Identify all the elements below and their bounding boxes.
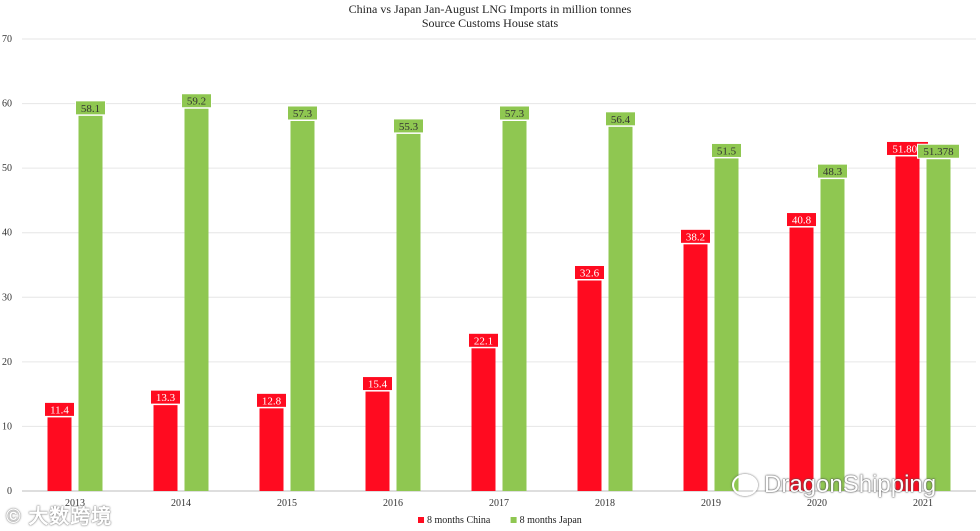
data-label: 55.3 — [399, 121, 419, 133]
data-label: 59.2 — [187, 96, 206, 108]
bars: 11.4 58.1 13.3 59.2 12.8 57.3 15.4 55.3 22.1 57.3… — [44, 93, 960, 492]
watermark-right: DragonShipping — [732, 471, 936, 499]
bar-china — [577, 280, 602, 491]
y-tick-label: 0 — [7, 486, 12, 497]
watermark-left-text: 大数跨境 — [28, 506, 113, 528]
bar-china — [259, 408, 284, 491]
bar-japan — [502, 121, 527, 492]
bar-japan — [78, 115, 103, 491]
y-tick-label: 40 — [2, 228, 12, 239]
data-label-box — [181, 93, 212, 109]
x-axis: 2013 2014 2015 2016 2017 2018 2019 2020 2021 — [65, 498, 933, 509]
data-label-box — [75, 100, 106, 116]
data-label: 40.8 — [792, 215, 812, 227]
bar-japan — [290, 121, 315, 492]
bar-china — [153, 405, 178, 491]
data-label: 32.6 — [580, 267, 600, 279]
bar-china — [365, 391, 390, 491]
data-label-box — [150, 389, 181, 405]
chart-subtitle: Source Customs House stats — [422, 16, 559, 30]
data-label: 48.3 — [823, 166, 843, 178]
data-label-box — [574, 264, 605, 280]
data-label-box — [393, 118, 424, 134]
bar-china — [789, 227, 814, 491]
watermark-left: © 大数跨境 — [6, 500, 112, 529]
data-label-box — [468, 332, 499, 348]
x-tick-label: 2017 — [489, 498, 509, 509]
data-label: 13.3 — [156, 392, 176, 404]
watermark-right-text: DragonShipping — [764, 471, 937, 498]
x-tick-label: 2019 — [701, 498, 721, 509]
data-label-box — [287, 105, 318, 121]
y-tick-label: 20 — [2, 357, 12, 368]
data-label: 38.2 — [686, 231, 705, 243]
y-tick-label: 30 — [2, 292, 12, 303]
bar-japan — [184, 108, 209, 491]
bar-japan — [820, 179, 845, 491]
x-tick-label: 2020 — [807, 498, 827, 509]
data-label-box — [605, 111, 636, 127]
data-label: 22.1 — [474, 335, 493, 347]
data-label: 51.378 — [923, 146, 954, 158]
data-label: 56.4 — [611, 114, 631, 126]
legend-swatch-china — [418, 517, 424, 523]
bar-japan — [608, 126, 633, 492]
data-label: 51.5 — [717, 145, 737, 157]
data-label-box — [786, 212, 817, 228]
bar-japan — [396, 133, 421, 492]
data-label: 11.4 — [50, 404, 69, 416]
wechat-icon — [732, 474, 758, 496]
bar-japan — [714, 158, 739, 491]
x-tick-label: 2015 — [277, 498, 297, 509]
bar-china — [47, 417, 72, 491]
data-label-box — [44, 401, 75, 417]
data-label-box — [256, 392, 287, 408]
bar-china — [683, 244, 708, 491]
y-tick-label: 70 — [2, 34, 12, 45]
bar-china — [895, 156, 920, 491]
data-label-box — [362, 376, 393, 392]
legend: 8 months China 8 months Japan — [418, 515, 582, 526]
data-label: 57.3 — [293, 108, 313, 120]
data-label-box — [817, 163, 848, 179]
bar-china — [471, 348, 496, 491]
x-tick-label: 2014 — [171, 498, 191, 509]
x-tick-label: 2016 — [383, 498, 403, 509]
y-tick-label: 50 — [2, 163, 12, 174]
x-tick-label: 2018 — [595, 498, 615, 509]
y-tick-label: 60 — [2, 99, 12, 110]
x-tick-label: 2021 — [913, 498, 933, 509]
legend-entry: 8 months Japan — [520, 515, 582, 526]
y-tick-label: 10 — [2, 421, 12, 432]
legend-entry: 8 months China — [427, 515, 491, 526]
data-label: 57.3 — [505, 108, 525, 120]
data-label-box — [499, 105, 530, 121]
watermark-logo-icon: © — [6, 506, 22, 528]
data-label: 12.8 — [262, 395, 282, 407]
x-tick-label: 2013 — [65, 498, 85, 509]
chart-title: China vs Japan Jan-August LNG Imports in… — [349, 2, 632, 16]
data-label-box — [711, 142, 742, 158]
legend-swatch-japan — [510, 517, 517, 523]
y-axis: 0 10 20 30 40 50 60 70 — [2, 34, 12, 497]
data-label-box — [917, 143, 960, 159]
data-label: 51.809 — [892, 143, 923, 155]
data-label-box — [680, 228, 711, 244]
data-label: 15.4 — [368, 379, 388, 391]
bar-japan — [926, 159, 951, 491]
data-label: 58.1 — [81, 103, 100, 115]
